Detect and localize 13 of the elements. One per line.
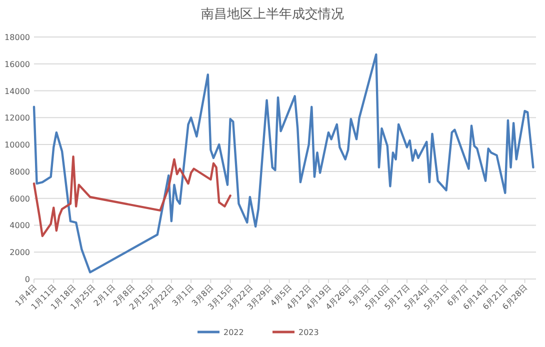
- y-tick-label: 10000: [4, 140, 30, 150]
- chart-title: 南昌地区上半年成交情况: [201, 6, 344, 22]
- y-tick-label: 4000: [10, 221, 30, 230]
- y-tick-label: 6000: [10, 194, 30, 204]
- y-tick-label: 0: [24, 275, 30, 284]
- y-tick-label: 18000: [4, 33, 30, 42]
- y-tick-label: 8000: [10, 167, 30, 176]
- legend-label: 2023: [298, 328, 319, 337]
- legend-label: 2022: [224, 328, 244, 337]
- y-tick-label: 12000: [4, 114, 30, 123]
- y-tick-label: 2000: [10, 248, 30, 258]
- y-tick-label: 16000: [4, 60, 30, 69]
- y-tick-label: 14000: [4, 86, 30, 96]
